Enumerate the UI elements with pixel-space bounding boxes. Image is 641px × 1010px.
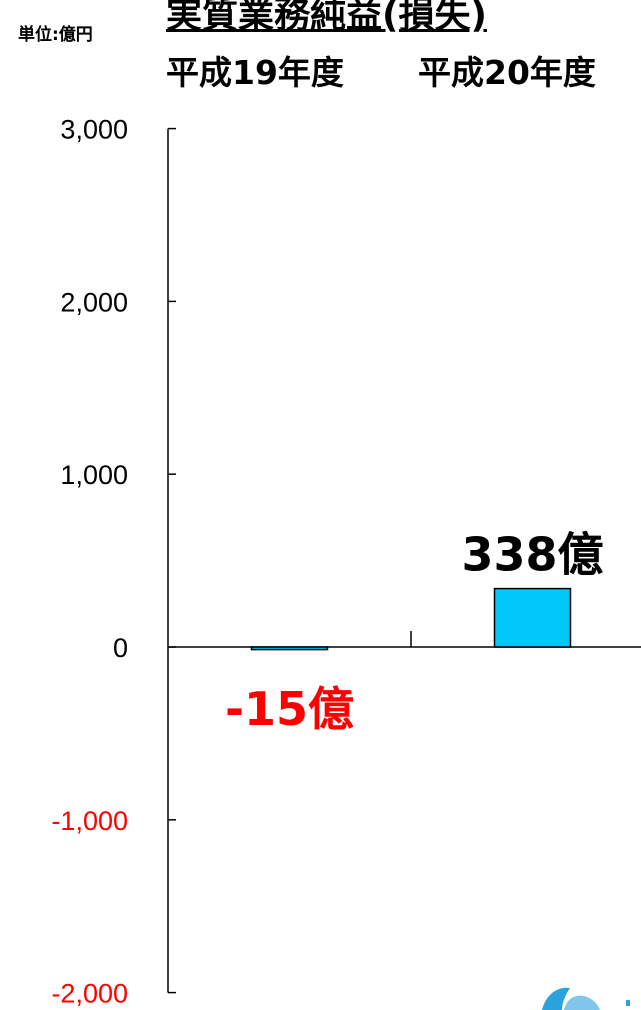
bar-1 <box>250 646 329 651</box>
period-label-fy20: 平成20年度 <box>418 53 596 92</box>
y-tick-label: 2,000 <box>60 287 128 317</box>
y-tick-label: 3,000 <box>60 115 128 145</box>
data-label-2: 338億 <box>461 528 603 582</box>
period-label-fy19: 平成19年度 <box>166 53 344 92</box>
data-label-1: -15億 <box>225 682 354 736</box>
y-tick-label: 0 <box>113 633 128 663</box>
y-tick-label: 1,000 <box>60 460 128 490</box>
chart-title: 実質業務純益(損失) <box>166 0 487 36</box>
y-tick-label: -2,000 <box>51 979 128 1009</box>
y-tick-label: -1,000 <box>51 806 128 836</box>
unit-label: 単位:億円 <box>18 25 93 45</box>
company-logo-icon <box>542 987 630 1010</box>
bar-2 <box>493 587 572 648</box>
